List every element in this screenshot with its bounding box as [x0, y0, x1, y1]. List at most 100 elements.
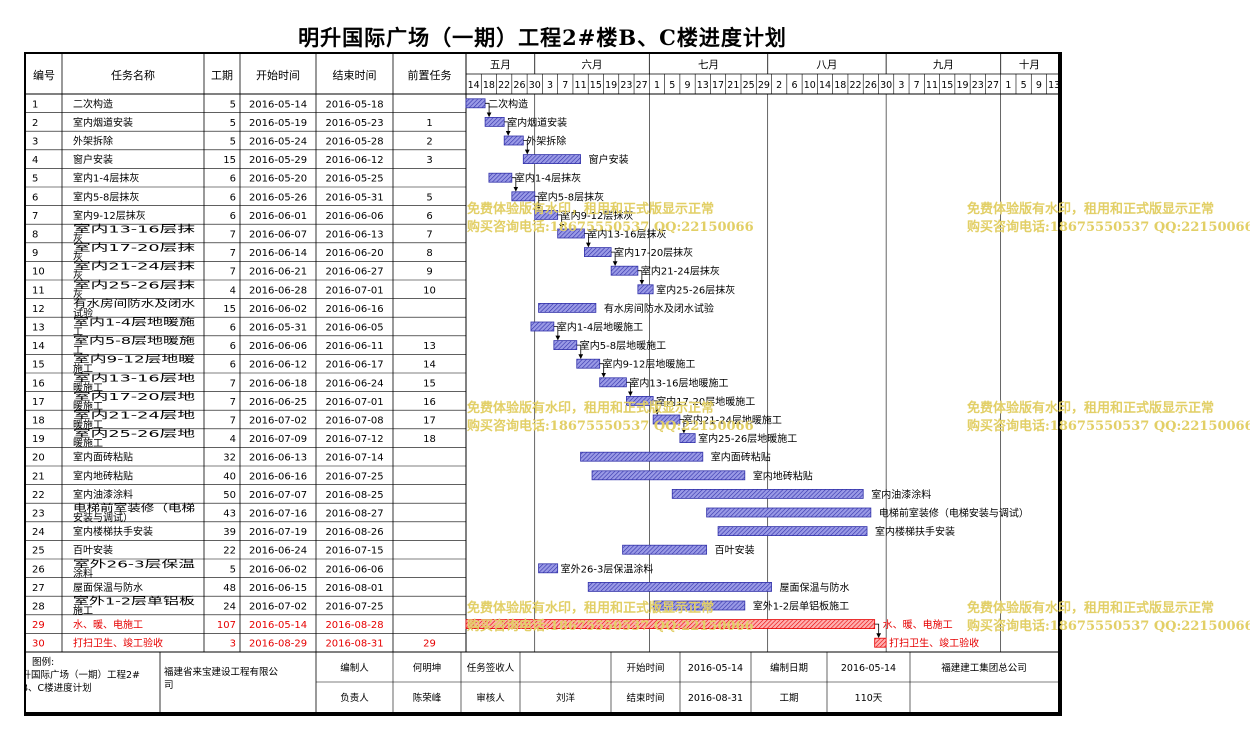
task-pred: 17 — [423, 416, 436, 427]
task-id: 7 — [32, 211, 38, 222]
month-label: 九月 — [933, 59, 954, 71]
day-tick-label: 18 — [483, 80, 495, 91]
task-duration: 107 — [217, 620, 236, 631]
duration-label: 工期 — [779, 693, 798, 704]
schedule-frame: 编号 任务名称 工期 开始时间 结束时间 前置任务 五月 六月 七月 八月 九月 十月 14 18 22 2… — [12, 52, 1062, 716]
dependency-arrow — [599, 363, 607, 378]
task-name: 室内烟道安装 — [73, 116, 133, 129]
day-tick-label: 22 — [498, 80, 510, 91]
duration-value: 110天 — [855, 693, 883, 704]
footer-project-name: 明升国际广场（一期）工程2# — [26, 669, 140, 681]
task-id: 18 — [32, 416, 45, 427]
task-bar — [652, 600, 746, 611]
task-id: 24 — [32, 527, 45, 538]
task-bar-label: 室内1-4层地暖施工 — [557, 321, 643, 334]
task-name: 窗户安装 — [73, 153, 113, 166]
task-name-wrap: 暖施工 — [73, 437, 103, 450]
task-duration: 7 — [230, 378, 236, 389]
task-id: 14 — [32, 341, 45, 352]
task-start: 2016-07-07 — [249, 490, 307, 501]
task-duration: 48 — [223, 583, 236, 594]
task-bar — [553, 340, 578, 351]
task-name: 室内5-8层地暖施 — [73, 334, 195, 347]
month-label: 五月 — [490, 59, 511, 71]
header-id: 编号 — [33, 68, 55, 82]
task-end: 2016-08-28 — [325, 620, 383, 631]
table-row: 11 室内25-26层抹灰 4 2016-06-28 2016-07-01 10 — [32, 278, 436, 301]
task-duration: 50 — [223, 490, 236, 501]
task-name: 室内面砖粘贴 — [73, 451, 133, 464]
task-name: 室内21-24层地 — [73, 409, 195, 422]
day-tick-label: 6 — [791, 80, 797, 91]
day-tick-label: 10 — [804, 80, 816, 91]
task-bar-label: 室内5-8层地暖施工 — [580, 339, 666, 352]
table-row: 30 打扫卫生、竣工验收 3 2016-08-29 2016-08-31 29 — [32, 637, 436, 650]
task-end: 2016-06-11 — [325, 341, 383, 352]
editor-value: 何明坤 — [413, 662, 442, 674]
task-bar-label: 室内楼梯扶手安装 — [875, 525, 955, 538]
task-id: 5 — [32, 174, 38, 185]
task-bar — [591, 470, 746, 481]
task-end: 2016-05-25 — [325, 174, 383, 185]
footer-company: 福建省来宝建设工程有限公 — [164, 666, 279, 678]
task-bar-label: 打扫卫生、竣工验收 — [889, 637, 979, 650]
reviewer-value: 刘洋 — [556, 692, 576, 704]
task-pred: 14 — [423, 360, 436, 371]
task-name: 室内5-8层抹灰 — [73, 190, 139, 203]
task-bar — [706, 507, 872, 518]
task-duration: 5 — [230, 137, 236, 148]
task-pred: 8 — [426, 248, 432, 259]
task-id: 3 — [32, 137, 38, 148]
day-tick-label: 30 — [880, 80, 892, 91]
day-tick-label: 11 — [926, 80, 938, 91]
task-start: 2016-07-19 — [249, 527, 307, 538]
day-tick-label: 23 — [972, 80, 984, 91]
task-end: 2016-06-05 — [325, 323, 383, 334]
task-bar — [679, 433, 696, 444]
task-end: 2016-05-18 — [325, 99, 383, 110]
task-start: 2016-06-14 — [249, 248, 307, 259]
task-start: 2016-06-12 — [249, 360, 307, 371]
task-start: 2016-06-06 — [249, 341, 307, 352]
table-row: 28 室外1-2层单铝板施工 24 2016-07-02 2016-07-25 — [32, 595, 384, 618]
task-start: 2016-06-25 — [249, 397, 307, 408]
table-row: 10 室内21-24层抹灰 7 2016-06-21 2016-06-27 9 — [32, 260, 433, 283]
task-end: 2016-07-01 — [325, 397, 383, 408]
table-row: 17 室内17-20层地暖施工 7 2016-06-25 2016-07-01 16 — [32, 390, 436, 413]
task-bar-label: 室内9-12层地暖施工 — [603, 358, 696, 371]
table-row: 15 室内9-12层地暖施工 6 2016-06-12 2016-06-17 14 — [32, 353, 436, 376]
task-bar-label: 室内9-12层抹灰 — [561, 209, 634, 222]
start-value: 2016-05-14 — [688, 663, 743, 674]
task-id: 30 — [32, 639, 45, 650]
task-table: 1 二次构造 5 2016-05-14 2016-05-18 2 室内烟道安装 5 2016-0… — [32, 97, 436, 649]
day-tick-label: 21 — [727, 80, 739, 91]
task-start: 2016-05-19 — [249, 118, 307, 129]
month-label: 七月 — [698, 59, 719, 71]
task-name: 屋面保温与防水 — [73, 581, 143, 594]
task-duration: 5 — [230, 99, 236, 110]
dependency-arrow — [626, 381, 633, 397]
day-tick-label: 27 — [987, 80, 999, 91]
dependency-arrow — [874, 623, 882, 638]
task-name: 室内楼梯扶手安装 — [73, 525, 153, 538]
task-end: 2016-06-16 — [325, 304, 383, 315]
start-label: 开始时间 — [626, 662, 664, 674]
task-bar — [530, 321, 555, 332]
dependency-arrow — [511, 177, 519, 192]
month-label: 六月 — [582, 59, 603, 71]
task-bar-label: 有水房间防水及闭水试验 — [604, 302, 714, 315]
task-pred: 6 — [426, 211, 432, 222]
dependency-arrow — [653, 400, 660, 415]
task-name: 室内9-12层地暖 — [73, 353, 195, 366]
task-start: 2016-06-02 — [249, 564, 307, 575]
task-name: 室内17-20层抹 — [73, 241, 195, 254]
table-row: 12 有水房间防水及闭水试验 15 2016-06-02 2016-06-16 — [32, 297, 384, 320]
day-tick-label: 13 — [697, 80, 709, 91]
task-name: 室内21-24层抹 — [73, 260, 195, 273]
task-duration: 7 — [230, 267, 236, 278]
gantt-bars: 二次构造室内烟道安装外架拆除窗户安装室内1-4层抹灰室内5-8层抹灰室内9-12… — [465, 97, 1029, 650]
month-label: 十月 — [1019, 58, 1040, 71]
task-bar-label: 室内油漆涂料 — [871, 488, 931, 501]
month-label: 八月 — [816, 59, 837, 71]
task-duration: 5 — [230, 564, 236, 575]
